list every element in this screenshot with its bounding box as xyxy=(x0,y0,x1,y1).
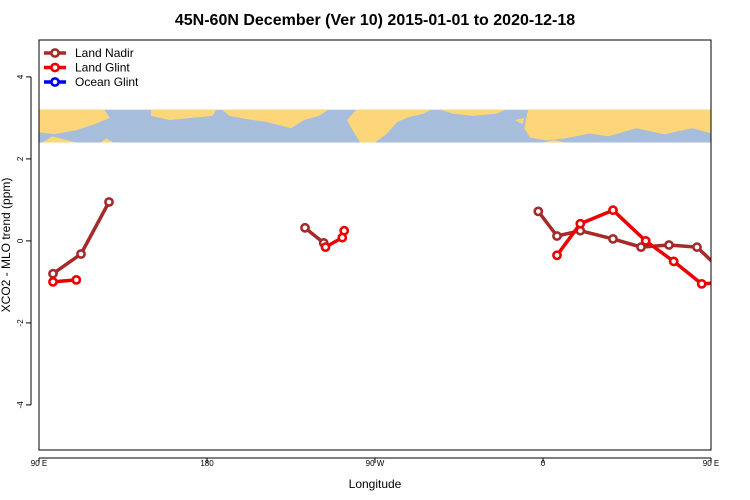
y-tick-label: -4 xyxy=(16,401,25,409)
data-point xyxy=(48,268,58,279)
data-point xyxy=(664,240,674,250)
data-point xyxy=(575,218,586,229)
data-point xyxy=(668,256,679,267)
plot-frame xyxy=(38,39,712,451)
y-axis-label: XCO2 - MLO trend (ppm) xyxy=(0,178,13,313)
data-point xyxy=(300,222,310,233)
x-axis-label: Longitude xyxy=(349,477,402,491)
y-tick-label: 4 xyxy=(16,74,25,79)
legend-label: Land Glint xyxy=(75,61,130,75)
y-tick-label: 0 xyxy=(16,238,25,243)
map-landmass xyxy=(524,109,711,141)
data-point xyxy=(726,278,733,285)
data-point xyxy=(696,278,707,289)
data-point xyxy=(608,233,618,244)
data-point xyxy=(640,235,651,246)
legend-item: Land Glint xyxy=(44,61,130,75)
x-tick-label: 90 E xyxy=(31,459,47,468)
data-point xyxy=(552,231,562,241)
series-line xyxy=(51,201,111,276)
data-point xyxy=(339,225,350,236)
data-point xyxy=(76,249,86,259)
data-point xyxy=(608,205,618,216)
data-point xyxy=(533,206,544,217)
data-point xyxy=(104,197,114,207)
x-tick-label: 0 xyxy=(541,459,546,468)
y-tick-label: 2 xyxy=(16,156,25,161)
series-land-glint xyxy=(48,205,750,289)
map-landmass xyxy=(543,140,566,143)
data-point xyxy=(48,276,58,287)
map-landmass xyxy=(440,109,506,116)
data-point xyxy=(692,242,702,252)
map-landmass xyxy=(221,109,329,129)
legend-swatch-point xyxy=(50,62,60,73)
x-tick-label: 180 xyxy=(200,459,214,468)
data-point xyxy=(636,242,646,252)
map-landmass xyxy=(347,109,431,143)
data-point xyxy=(745,276,750,283)
legend-label: Ocean Glint xyxy=(75,75,139,89)
map-band xyxy=(39,109,711,143)
map-landmass xyxy=(151,109,217,120)
legend-label: Land Nadir xyxy=(75,46,134,60)
series-layer xyxy=(48,197,750,289)
series-line xyxy=(555,208,711,286)
data-point xyxy=(552,250,562,261)
legend-swatch-point xyxy=(50,77,60,87)
y-tick-label: -2 xyxy=(16,319,25,327)
x-axis: 90 E 180 90 W 0 90 E xyxy=(31,457,719,468)
data-point xyxy=(320,242,331,252)
map-landmass xyxy=(515,117,525,125)
legend-item: Land Nadir xyxy=(44,46,134,60)
legend-item: Ocean Glint xyxy=(44,75,139,89)
map-landmass xyxy=(42,136,77,143)
data-point xyxy=(71,274,82,285)
legend-swatch-point xyxy=(50,48,60,58)
map-landmass xyxy=(39,109,110,135)
map-landmass xyxy=(100,138,114,143)
x-tick-label: 90 E xyxy=(703,459,719,468)
y-axis: 4 2 0 -2 -4 xyxy=(16,74,32,409)
chart-title: 45N-60N December (Ver 10) 2015-01-01 to … xyxy=(175,12,575,29)
x-tick-label: 90 W xyxy=(366,459,385,468)
data-point xyxy=(721,270,728,277)
